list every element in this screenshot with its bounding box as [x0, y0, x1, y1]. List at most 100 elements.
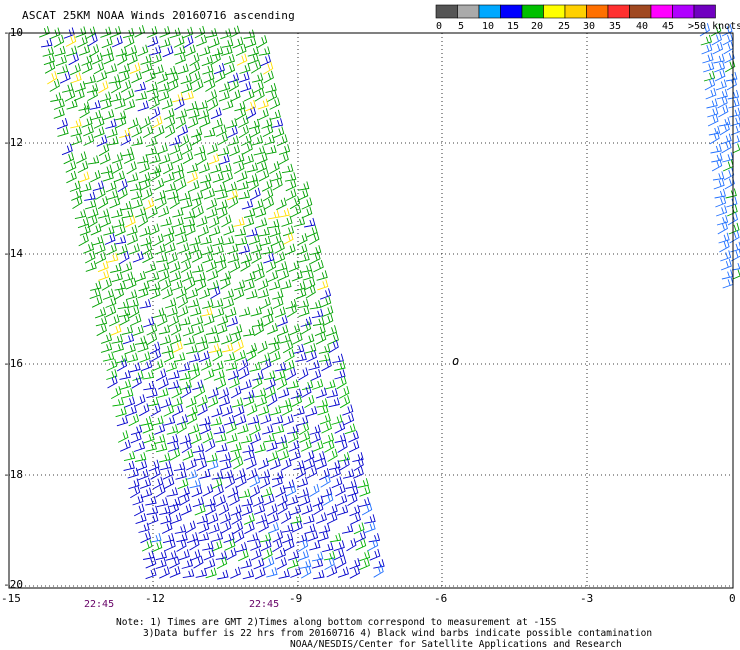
- wind-barb: [140, 178, 151, 191]
- wind-barb: [287, 549, 300, 561]
- wind-barb: [61, 143, 73, 156]
- wind-barb: [195, 278, 207, 292]
- wind-barb: [286, 494, 299, 506]
- wind-barb: [274, 361, 287, 372]
- wind-barb: [266, 89, 278, 103]
- wind-barb: [250, 548, 262, 561]
- wind-barb: [117, 299, 130, 310]
- wind-barb: [205, 438, 216, 453]
- wind-barb: [166, 305, 178, 317]
- wind-barb: [710, 23, 722, 37]
- wind-barb: [39, 26, 50, 38]
- wind-barb: [227, 125, 238, 139]
- wind-barb: [227, 369, 240, 381]
- wind-barb: [159, 566, 170, 579]
- wind-barb: [352, 452, 364, 463]
- wind-barb: [221, 342, 234, 353]
- wind-barb: [139, 477, 152, 489]
- wind-barb: [700, 34, 712, 46]
- wind-barb: [299, 559, 312, 569]
- wind-barb: [169, 261, 181, 274]
- wind-barb: [218, 502, 230, 516]
- wind-barb: [102, 351, 115, 362]
- wind-barb: [322, 432, 335, 445]
- wind-barb: [181, 142, 193, 155]
- wind-barb: [234, 227, 247, 237]
- wind-barb: [309, 483, 320, 497]
- wind-barb: [145, 136, 158, 147]
- wind-barb: [255, 513, 268, 524]
- color-scale-bar: [435, 4, 716, 19]
- wind-barb: [163, 225, 175, 237]
- wind-barb: [142, 422, 154, 434]
- wind-barb: [228, 195, 239, 209]
- wind-barb: [186, 287, 199, 300]
- wind-barb: [248, 178, 259, 192]
- wind-barb: [235, 542, 248, 553]
- wind-barb: [246, 162, 258, 173]
- wind-barb: [100, 332, 113, 344]
- wind-barb: [298, 421, 310, 436]
- wind-barb: [218, 90, 230, 102]
- wind-barb: [328, 397, 340, 408]
- wind-barb: [100, 342, 113, 353]
- wind-barb: [308, 360, 320, 371]
- wind-barb: [268, 218, 280, 229]
- wind-barb: [139, 299, 152, 309]
- wind-barb: [201, 358, 212, 371]
- wind-barb: [134, 25, 145, 38]
- wind-barb: [260, 296, 271, 310]
- wind-barb: [273, 126, 285, 139]
- wind-barb: [200, 422, 211, 435]
- wind-barb: [207, 269, 219, 282]
- wind-barb: [244, 521, 255, 535]
- wind-barb: [243, 279, 255, 291]
- wind-barb: [336, 493, 348, 507]
- wind-barb: [226, 421, 237, 434]
- wind-barb: [131, 136, 143, 146]
- wind-barb: [169, 447, 181, 461]
- wind-barb: [317, 404, 329, 416]
- wind-barb: [123, 35, 135, 48]
- wind-barb: [266, 440, 278, 452]
- wind-barb: [269, 161, 280, 174]
- wind-barb: [313, 569, 325, 580]
- wind-barb: [701, 42, 713, 55]
- wind-barb: [127, 117, 139, 130]
- wind-barb: [238, 124, 249, 139]
- wind-barb: [106, 243, 117, 256]
- wind-barb: [66, 170, 77, 184]
- wind-barb: [719, 122, 730, 136]
- wind-barb: [709, 131, 720, 145]
- wind-barb: [246, 289, 258, 300]
- wind-barb: [56, 117, 68, 130]
- wind-barb: [290, 514, 302, 524]
- wind-barb: [218, 387, 230, 400]
- wind-barb: [230, 566, 241, 579]
- wind-barb: [279, 398, 292, 408]
- wind-barb: [326, 388, 338, 399]
- wind-barb: [728, 222, 740, 235]
- wind-barb: [246, 227, 258, 237]
- wind-barb: [114, 110, 127, 121]
- wind-barb: [295, 352, 307, 362]
- wind-barb: [87, 207, 99, 219]
- wind-barb: [246, 468, 258, 481]
- wind-barb: [130, 424, 143, 436]
- wind-barb: [241, 133, 252, 147]
- scale-label: 25: [558, 21, 571, 32]
- wind-barb: [269, 97, 281, 110]
- wind-barb: [160, 513, 172, 525]
- wind-barb: [226, 432, 238, 444]
- wind-barb: [250, 242, 263, 254]
- wind-barb: [193, 79, 204, 92]
- wind-barb: [243, 394, 255, 407]
- wind-barb: [233, 217, 245, 227]
- wind-barb: [206, 207, 218, 219]
- wind-barb: [118, 307, 131, 318]
- wind-barb: [229, 260, 241, 273]
- wind-barb: [201, 55, 213, 67]
- wind-barb: [105, 180, 117, 193]
- wind-barb: [227, 135, 239, 146]
- wind-barb: [247, 53, 259, 65]
